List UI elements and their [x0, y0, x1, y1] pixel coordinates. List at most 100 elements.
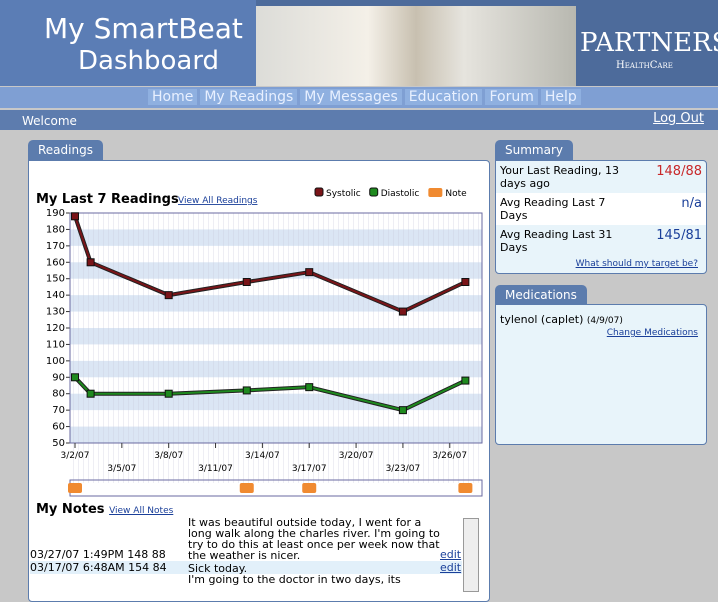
nav-link[interactable]: Home [148, 89, 199, 105]
welcome: Welcome [22, 114, 77, 128]
partner-name: PARTNERS [580, 28, 718, 58]
y-tick-label: 50 [52, 438, 65, 449]
y-tick-label: 80 [52, 389, 65, 400]
logo-line1: My SmartBeat [44, 12, 243, 45]
summary-value: 145/81 [656, 228, 702, 243]
note-text: Sick today. [188, 562, 248, 575]
legend-swatch [314, 187, 324, 197]
x-tick-label: 3/11/07 [198, 464, 233, 474]
x-tick-label: 3/14/07 [245, 451, 280, 461]
point [461, 376, 470, 385]
nav-link[interactable]: Forum [485, 89, 539, 105]
logout[interactable]: Log Out [653, 111, 704, 126]
plot-grid [70, 213, 482, 483]
med-link[interactable]: Change Medications [606, 328, 698, 338]
legend-label: Note [445, 189, 467, 199]
point [242, 278, 251, 286]
point [86, 258, 95, 267]
chart: My Last 7 Readings View All Readings 50 6… [36, 187, 483, 497]
summary-row: Avg Reading Last 31 Days 145/81 [496, 225, 706, 257]
logo-line2: Dashboard [78, 46, 220, 76]
note-row: I'm going to the doctor in two days, its [30, 574, 462, 585]
header: My SmartBeat Dashboard PARTNERS HealthCa… [0, 0, 718, 86]
x-tick-label: 3/5/07 [107, 464, 136, 474]
y-tick-label: 120 [46, 323, 65, 334]
banner-image [256, 6, 576, 86]
summary-label: Avg Reading Last 7 Days [500, 196, 606, 222]
note-marker [458, 483, 473, 493]
summary-label: Your Last Reading, 13 days ago [500, 164, 620, 190]
summary-tab: Summary [495, 140, 573, 160]
note-row: 03/17/07 6:48AM 154 84 Sick today. edit [30, 561, 462, 574]
x-tick-label: 3/23/07 [386, 464, 421, 474]
point [71, 212, 79, 221]
x-tick-label: 3/17/07 [292, 464, 327, 474]
med-name: tylenol (caplet) [500, 313, 584, 326]
point [305, 383, 314, 392]
med-date: (4/9/07) [586, 316, 623, 326]
note-when: 03/27/07 1:49PM 148 88 [30, 548, 166, 561]
y-tick-label: 170 [46, 241, 65, 252]
summary-panel: Your Last Reading, 13 days ago 148/88 Avg … [495, 160, 707, 274]
point [242, 386, 251, 395]
medications-tab: Medications [495, 285, 587, 305]
legend-label: Diastolic [381, 189, 420, 199]
summary-value: n/a [681, 196, 702, 211]
y-tick-label: 150 [46, 274, 65, 285]
note-when: 03/17/07 6:48AM 154 84 [30, 561, 167, 574]
point [86, 389, 95, 398]
summary-row: Avg Reading Last 7 Days n/a [496, 193, 706, 225]
medication: tylenol (caplet) (4/9/07) [500, 313, 702, 326]
notes-link[interactable]: View All Notes [109, 506, 174, 516]
note-text: I'm going to the doctor in two days, its [188, 573, 401, 586]
point [461, 278, 470, 286]
point [305, 268, 314, 277]
notes-title: My Notes View All Notes [36, 502, 173, 517]
x-tick-label: 3/8/07 [154, 451, 183, 461]
y-tick-label: 160 [46, 257, 65, 268]
notes-list: 03/27/07 1:49PM 148 88 It was beautiful o… [30, 517, 462, 590]
logo: My SmartBeat Dashboard [0, 0, 256, 86]
y-tick-label: 90 [52, 372, 65, 383]
nav-link[interactable]: My Readings [200, 89, 299, 105]
point [398, 406, 407, 415]
note-marker [239, 483, 254, 493]
summary-link[interactable]: What should my target be? [575, 259, 698, 269]
note-edit[interactable]: edit [440, 548, 462, 561]
nav-link[interactable]: My Messages [300, 89, 403, 105]
welcome-bar: Welcome Log Out [0, 110, 718, 130]
note-edit[interactable]: edit [440, 561, 462, 574]
y-tick-label: 180 [46, 224, 65, 235]
x-tick-label: 3/2/07 [61, 451, 90, 461]
nav-link[interactable]: Education [404, 89, 484, 105]
point [164, 291, 173, 300]
y-tick-label: 70 [52, 405, 65, 416]
nav-bar: Home My Readings My Messages Education Forum… [0, 87, 718, 108]
partner-sub: HealthCare [616, 60, 673, 71]
y-tick-label: 130 [46, 307, 65, 318]
x-tick-label: 3/26/07 [432, 451, 467, 461]
note-text: It was beautiful outside today, I went f… [188, 517, 440, 562]
note-marker [302, 483, 317, 493]
plot-border [69, 212, 483, 444]
summary-row: Your Last Reading, 13 days ago 148/88 [496, 161, 706, 193]
medications-panel: tylenol (caplet) (4/9/07) Change Medicat… [495, 304, 707, 445]
chart-title-link[interactable]: View All Readings [178, 196, 258, 206]
legend-label: Systolic [326, 189, 361, 199]
notes-title-text: My Notes [36, 502, 105, 517]
nav-link[interactable]: Help [540, 89, 582, 105]
summary-value: 148/88 [656, 164, 702, 179]
chart-title: My Last 7 Readings [36, 192, 179, 207]
note-row: 03/27/07 1:49PM 148 88 It was beautiful o… [30, 517, 462, 561]
x-tick-label: 3/20/07 [339, 451, 374, 461]
legend-swatch [428, 188, 443, 197]
y-tick-label: 110 [46, 339, 65, 350]
y-tick-label: 190 [46, 208, 65, 219]
y-tick-label: 140 [46, 290, 65, 301]
scrollbar[interactable] [463, 518, 479, 592]
y-tick-label: 60 [52, 422, 65, 433]
point [398, 307, 407, 316]
legend-swatch [369, 187, 379, 197]
point [71, 373, 79, 382]
